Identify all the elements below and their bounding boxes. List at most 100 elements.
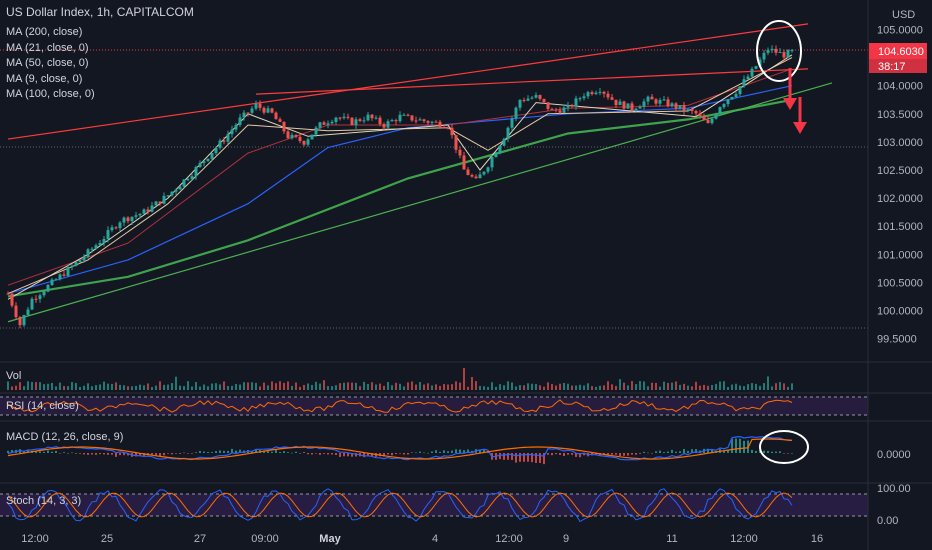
macd-bar	[263, 450, 265, 453]
macd-bar	[167, 453, 169, 454]
macd-bar	[723, 450, 725, 453]
support-trendline[interactable]	[7, 82, 833, 323]
volume-bar	[127, 386, 129, 390]
candle	[398, 111, 402, 123]
legend-ma-9[interactable]: MA (9, close, 0)	[6, 73, 82, 85]
macd-bar	[315, 453, 317, 454]
candle	[138, 213, 142, 219]
macd-bar	[235, 450, 237, 453]
volume-bar	[419, 382, 421, 390]
volume-bar	[19, 382, 21, 390]
candle	[454, 135, 458, 154]
macd-bar	[743, 440, 745, 453]
price-pane[interactable]	[0, 0, 868, 360]
legend-ma-21[interactable]: MA (21, close, 0)	[6, 42, 89, 54]
volume-pane[interactable]	[7, 368, 793, 390]
candle	[614, 99, 618, 108]
currency-label: USD	[892, 9, 915, 21]
volume-bar	[151, 386, 153, 390]
candle	[298, 133, 302, 144]
candle	[734, 91, 738, 99]
candle	[438, 119, 442, 129]
macd-bar	[155, 453, 157, 457]
candle	[486, 166, 490, 174]
candle	[738, 86, 742, 97]
candle	[126, 216, 130, 224]
volume-bar	[555, 385, 557, 390]
volume-bar	[539, 385, 541, 390]
macd-bar	[651, 453, 653, 454]
legend-ma-200[interactable]: MA (200, close)	[6, 26, 82, 38]
stoch-label[interactable]: Stoch (14, 3, 3)	[6, 495, 81, 507]
volume-bar	[211, 383, 213, 390]
ma-line	[7, 54, 793, 300]
macd-bar	[179, 453, 181, 454]
volume-bar	[727, 386, 729, 390]
candle	[442, 124, 446, 129]
time-tick-label: 27	[194, 533, 206, 545]
candle	[566, 101, 570, 112]
volume-bar	[15, 385, 17, 390]
macd-bar	[751, 449, 753, 453]
volume-bar	[515, 386, 517, 390]
price-tick-label: 102.5000	[877, 165, 923, 177]
price-tick-label: 101.5000	[877, 221, 923, 233]
candle	[318, 121, 322, 130]
legend-ma-100[interactable]: MA (100, close, 0)	[6, 88, 95, 100]
candle	[86, 248, 90, 259]
candle	[426, 120, 430, 125]
macd-bar	[39, 451, 41, 453]
macd-bar	[123, 453, 125, 456]
volume-bar	[147, 383, 149, 390]
macd-bar	[415, 452, 417, 454]
down-arrow-2	[793, 97, 807, 134]
volume-bar	[115, 382, 117, 390]
candle	[762, 50, 766, 63]
volume-bar	[691, 386, 693, 390]
price-tick-label: 104.0000	[877, 81, 923, 93]
volume-bar	[731, 384, 733, 390]
macd-signal-line	[7, 438, 793, 460]
legend-ma-50[interactable]: MA (50, close, 0)	[6, 57, 89, 69]
volume-bar	[739, 385, 741, 390]
macd-bar	[271, 451, 273, 453]
volume-label[interactable]: Vol	[6, 370, 21, 382]
price-axis[interactable]: 105.0000 104.0000 103.5000 103.0000 102.5000…	[877, 25, 923, 346]
macd-bar	[683, 449, 685, 453]
candle	[482, 171, 486, 176]
macd-bar	[783, 453, 785, 454]
volume-bar	[199, 386, 201, 390]
volume-bar	[523, 385, 525, 390]
candle	[550, 107, 554, 110]
rsi-label[interactable]: RSI (14, close)	[6, 400, 79, 412]
candle	[94, 243, 98, 250]
candle	[706, 116, 710, 124]
volume-bar	[779, 382, 781, 390]
volume-bar	[223, 381, 225, 390]
macd-bar	[203, 451, 205, 453]
macd-bar	[339, 453, 341, 457]
macd-bar	[275, 449, 277, 453]
resistance-trendline[interactable]	[7, 23, 809, 140]
resistance-trendline[interactable]	[255, 68, 809, 95]
macd-label[interactable]: MACD (12, 26, close, 9)	[6, 431, 123, 443]
candle	[358, 117, 362, 123]
time-axis[interactable]: 12:00 25 27 09:00 May 4 12:00 9 11 12:00 16	[21, 533, 823, 545]
volume-bar	[207, 386, 209, 390]
candle	[538, 94, 542, 101]
candle	[130, 216, 134, 225]
volume-bar	[339, 383, 341, 390]
macd-bar	[43, 451, 45, 453]
volume-bar	[415, 384, 417, 390]
candle	[402, 113, 406, 116]
volume-bar	[751, 383, 753, 390]
volume-bar	[43, 384, 45, 390]
time-tick-label: 12:00	[21, 533, 49, 545]
volume-bar	[707, 385, 709, 390]
candle	[354, 117, 358, 129]
volume-bar	[275, 383, 277, 390]
candle	[342, 113, 346, 120]
macd-bar	[367, 453, 369, 457]
volume-bar	[551, 384, 553, 390]
